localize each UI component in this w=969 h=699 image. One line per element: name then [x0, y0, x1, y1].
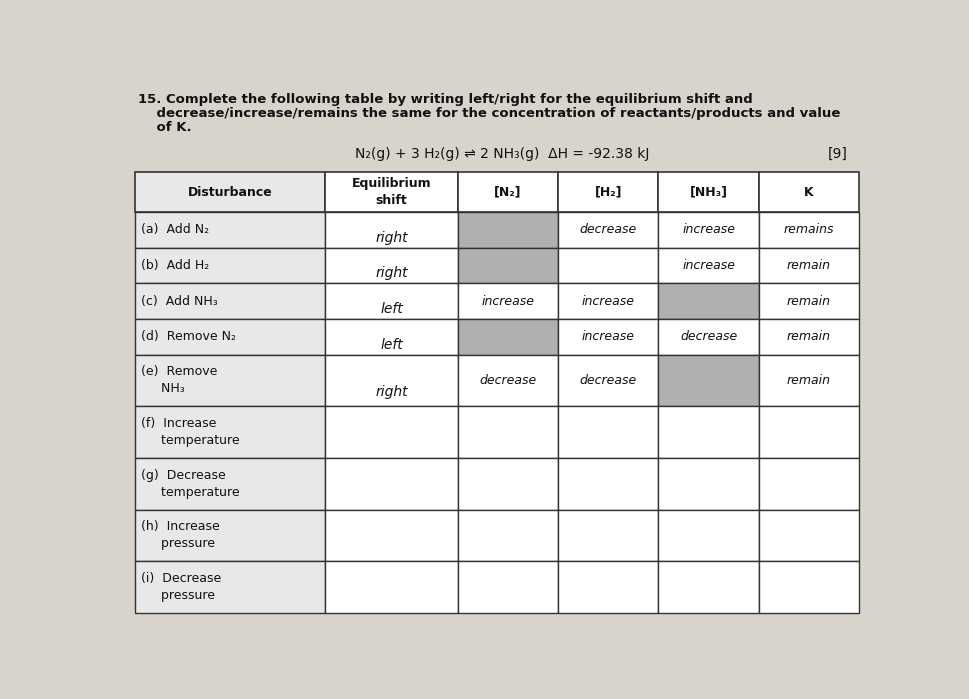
Bar [325, 561, 457, 613]
Bar [758, 510, 859, 561]
Bar [457, 319, 557, 354]
Text: K: K [803, 186, 813, 199]
Bar [557, 510, 658, 561]
Text: N₂(g) + 3 H₂(g) ⇌ 2 NH₃(g)  ΔH = -92.38 kJ: N₂(g) + 3 H₂(g) ⇌ 2 NH₃(g) ΔH = -92.38 k… [355, 147, 648, 161]
Bar [658, 173, 758, 212]
Bar [457, 283, 557, 319]
Text: (h)  Increase
     pressure: (h) Increase pressure [141, 520, 220, 550]
Bar [658, 510, 758, 561]
Bar [457, 173, 557, 212]
Bar [658, 212, 758, 247]
Bar [557, 354, 658, 406]
Bar [758, 561, 859, 613]
Text: right: right [375, 266, 408, 280]
Text: decrease: decrease [679, 330, 736, 343]
Bar [325, 247, 457, 283]
Text: (a)  Add N₂: (a) Add N₂ [141, 223, 209, 236]
Text: decrease/increase/remains the same for the concentration of reactants/products a: decrease/increase/remains the same for t… [138, 107, 839, 120]
Text: remains: remains [783, 223, 833, 236]
Bar [658, 319, 758, 354]
Bar [758, 173, 859, 212]
Bar [557, 406, 658, 458]
Text: remain: remain [786, 294, 830, 308]
Bar [325, 406, 457, 458]
Bar [758, 458, 859, 510]
Text: decrease: decrease [579, 223, 637, 236]
Bar [557, 319, 658, 354]
Text: left: left [380, 302, 402, 316]
Text: (i)  Decrease
     pressure: (i) Decrease pressure [141, 572, 221, 602]
Text: increase: increase [481, 294, 534, 308]
Bar [135, 561, 325, 613]
Bar [325, 510, 457, 561]
Text: remain: remain [786, 330, 830, 343]
Text: [9]: [9] [827, 147, 847, 161]
Text: of K.: of K. [138, 121, 191, 134]
Text: decrease: decrease [479, 374, 536, 387]
Text: increase: increase [581, 330, 634, 343]
Text: [N₂]: [N₂] [494, 186, 521, 199]
Bar [658, 354, 758, 406]
Text: 15. Complete the following table by writing left/right for the equilibrium shift: 15. Complete the following table by writ… [138, 93, 752, 106]
Bar [135, 283, 325, 319]
Bar [135, 212, 325, 247]
Bar [557, 247, 658, 283]
Bar [135, 247, 325, 283]
Bar [457, 354, 557, 406]
Bar [758, 247, 859, 283]
Text: (e)  Remove
     NH₃: (e) Remove NH₃ [141, 366, 217, 396]
Text: increase: increase [581, 294, 634, 308]
Bar [457, 406, 557, 458]
Text: Equilibrium
shift: Equilibrium shift [352, 177, 431, 207]
Bar [325, 354, 457, 406]
Bar [557, 173, 658, 212]
Bar [658, 458, 758, 510]
Bar [758, 354, 859, 406]
Text: left: left [380, 338, 402, 352]
Bar [325, 283, 457, 319]
Text: (d)  Remove N₂: (d) Remove N₂ [141, 330, 236, 343]
Text: [NH₃]: [NH₃] [689, 186, 727, 199]
Bar [325, 319, 457, 354]
Text: Disturbance: Disturbance [188, 186, 272, 199]
Bar [658, 406, 758, 458]
Text: (f)  Increase
     temperature: (f) Increase temperature [141, 417, 239, 447]
Bar [557, 561, 658, 613]
Bar [557, 458, 658, 510]
Bar [325, 173, 457, 212]
Bar [135, 173, 325, 212]
Text: increase: increase [681, 223, 735, 236]
Bar [457, 510, 557, 561]
Bar [557, 212, 658, 247]
Text: (g)  Decrease
     temperature: (g) Decrease temperature [141, 469, 239, 499]
Bar [758, 406, 859, 458]
Bar [135, 354, 325, 406]
Bar [457, 561, 557, 613]
Text: right: right [375, 231, 408, 245]
Bar [557, 283, 658, 319]
Text: [H₂]: [H₂] [594, 186, 621, 199]
Bar [457, 212, 557, 247]
Bar [457, 458, 557, 510]
Text: remain: remain [786, 259, 830, 272]
Bar [135, 319, 325, 354]
Bar [658, 283, 758, 319]
Text: (c)  Add NH₃: (c) Add NH₃ [141, 294, 218, 308]
Bar [135, 406, 325, 458]
Bar [325, 212, 457, 247]
Bar [658, 247, 758, 283]
Text: (b)  Add H₂: (b) Add H₂ [141, 259, 209, 272]
Bar [325, 458, 457, 510]
Bar [457, 247, 557, 283]
Text: decrease: decrease [579, 374, 637, 387]
Bar [658, 561, 758, 613]
Bar [758, 212, 859, 247]
Text: right: right [375, 385, 408, 399]
Text: increase: increase [681, 259, 735, 272]
Text: remain: remain [786, 374, 830, 387]
Bar [758, 319, 859, 354]
Bar [135, 458, 325, 510]
Bar [135, 510, 325, 561]
Bar [758, 283, 859, 319]
